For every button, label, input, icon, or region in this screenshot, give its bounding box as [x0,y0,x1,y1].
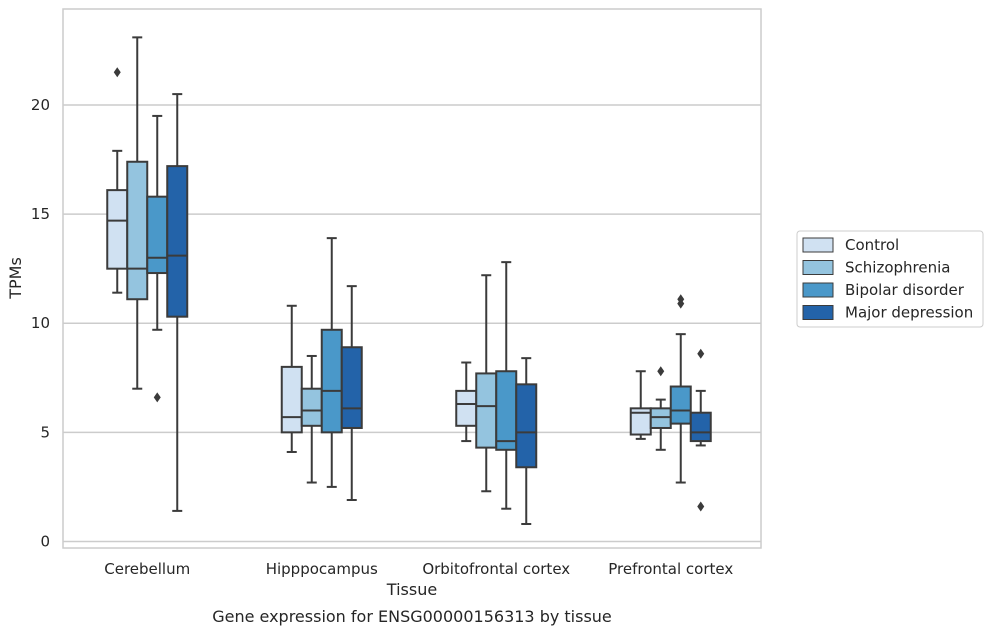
x-tick-label: Prefrontal cortex [608,560,733,578]
legend-swatch [802,282,834,298]
box-major-depression [166,93,189,512]
box-body [300,387,323,427]
outlier-point [657,366,665,377]
box-body [106,189,129,270]
box-body [340,346,363,429]
box-body [166,165,189,318]
legend-swatch [802,237,834,253]
box-body [455,389,478,427]
legend-label: Control [845,236,899,254]
box-bipolar-disorder [495,261,518,510]
box-schizophrenia [126,36,149,390]
legend-label: Schizophrenia [845,259,950,277]
box-body [669,385,692,425]
y-tick-label: 0 [40,532,50,550]
legend-label: Major depression [845,304,973,322]
box-schizophrenia [475,274,498,493]
chart-caption: Gene expression for ENSG00000156313 by t… [212,607,612,626]
box-body [146,195,169,275]
legend-swatch [802,260,834,275]
box-body [495,370,518,451]
box-bipolar-disorder [146,114,169,403]
box-body [689,411,712,443]
box-body [649,407,672,429]
box-control [280,304,303,453]
legend-label: Bipolar disorder [845,281,965,299]
outlier-point [697,501,705,512]
box-bipolar-disorder [320,237,343,488]
box-body [515,383,538,469]
box-body [280,365,303,434]
plot-frame [62,8,762,549]
box-schizophrenia [649,366,672,451]
outlier-point [153,392,161,403]
x-axis-label: Tissue [386,580,437,599]
x-tick-labels: Cerebellum Hipppocampus Orbitofrontal cort… [104,560,733,578]
box-control [629,370,652,440]
legend-swatch [802,305,834,320]
box-body [320,328,343,434]
y-axis-label: TPMs [6,257,25,300]
x-tick-label: Cerebellum [104,560,190,578]
box-control [106,67,129,294]
box-bipolar-disorder [669,294,692,484]
box-control [455,361,478,443]
y-tick-label: 5 [40,423,50,441]
box-major-depression [689,348,712,512]
box-body [475,372,498,449]
legend-frame [796,230,984,328]
x-tick-label: Hipppocampus [266,560,378,578]
box-major-depression [515,357,538,525]
y-tick-label: 15 [31,205,50,223]
outlier-point [113,67,121,78]
legend: Control Schizophrenia Bipolar disorder Majo… [796,230,984,328]
outlier-point [677,294,685,305]
box-major-depression [340,285,363,501]
outlier-point [697,348,705,359]
y-tick-labels: 0 5 10 15 20 [31,96,50,550]
box-schizophrenia [300,354,323,484]
x-tick-label: Orbitofrontal cortex [422,560,570,578]
y-tick-label: 10 [31,314,50,332]
y-tick-label: 20 [31,96,50,114]
box-body [126,160,149,301]
plot-area [106,36,712,525]
